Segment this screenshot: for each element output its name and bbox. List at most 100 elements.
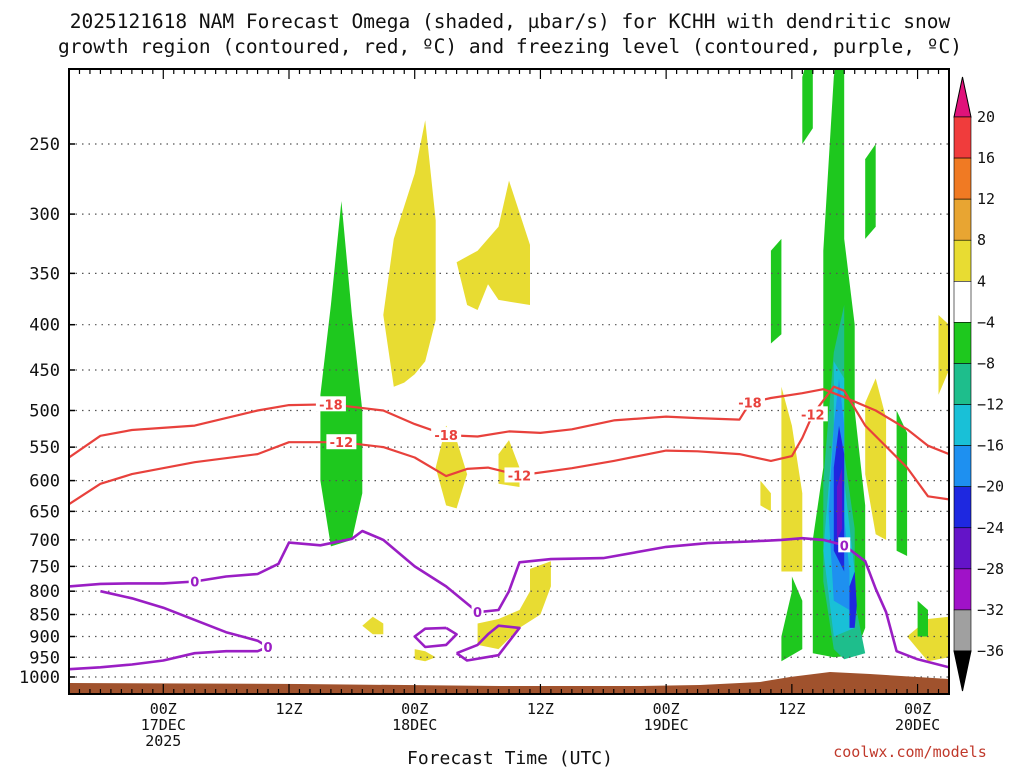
x-tick-label-3-0: 12Z [527,700,554,718]
x-tick-label-2-1: 18DEC [392,716,437,734]
x-tick-label-4-1: 19DEC [644,716,689,734]
x-tick-label-4-0: 00Z [653,700,680,718]
chart-title-line1: 2025121618 NAM Forecast Omega (shaded, µ… [70,10,951,33]
x-tick-label-0-1: 17DEC [141,716,186,734]
colorbar-bin-1 [953,157,972,200]
y-tick-label-300: 300 [29,205,60,225]
omega-region-11 [938,315,949,395]
colorbar-label-11: −28 [977,560,1004,578]
colorbar-label-6: −8 [977,354,995,372]
colorbar-label-5: −4 [977,313,995,331]
colorbar-label-10: −24 [977,519,1004,537]
y-axis-ticks: 2503003504004505005506006507007508008509… [19,135,75,688]
colorbar-bin-2 [953,198,972,241]
contour-dgz-top [69,388,949,459]
contour-label-freezing-level-1-0: 0 [190,575,199,590]
contour-label-bg [471,604,484,620]
y-tick-label-950: 950 [29,648,60,668]
contour-label-bg [315,396,346,412]
y-tick-label-600: 600 [29,472,60,492]
contour-label-bg [262,639,275,655]
contour-label-dgz-top-1: -18 [434,429,458,444]
contour-label-freezing-level-1-1: 0 [473,606,482,621]
omega-region-25 [849,571,857,628]
temperature-contours [69,385,949,671]
contour-label-dgz-bottom-1: -12 [508,469,532,484]
omega-region-15 [865,144,876,239]
contour-label-freezing-level-1-2: 0 [840,539,849,554]
colorbar-bin-12 [953,609,972,652]
colorbar-bottom-extend [953,650,972,692]
colorbar-label-8: −16 [977,437,1004,455]
colorbar-label-12: −32 [977,601,1004,619]
x-tick-label-0-2: 2025 [145,732,181,750]
colorbar-label-3: 8 [977,231,986,249]
omega-shading [320,69,949,662]
y-tick-label-650: 650 [29,502,60,522]
colorbar-bin-10 [953,527,972,570]
y-tick-label-550: 550 [29,438,60,458]
contour-freezing-level-4 [455,624,521,662]
x-tick-label-6-0: 00Z [904,700,931,718]
omega-region-16 [770,238,782,344]
contour-label-bg [797,406,828,422]
y-tick-label-250: 250 [29,135,60,155]
colorbar-bin-7 [953,404,972,446]
omega-region-10 [907,616,949,662]
colorbar-bin-11 [953,568,972,611]
colorbar-bin-8 [953,445,972,487]
contour-labels: -18 -18 -18 -12 -12 -12 0 0 0 0 [188,394,851,656]
credit-text: coolwx.com/models [833,743,987,761]
y-tick-label-350: 350 [29,264,60,284]
contour-dgz-bottom [69,385,949,506]
y-tick-label-850: 850 [29,606,60,626]
colorbar-label-0: 20 [977,108,995,126]
omega-region-0 [320,201,363,547]
contour-label-dgz-bottom-2: -12 [801,408,825,423]
y-tick-label-1000: 1000 [19,668,60,688]
omega-region-3 [435,425,468,509]
omega-region-19 [917,600,928,637]
colorbar-label-2: 12 [977,190,995,208]
y-tick-label-750: 750 [29,557,60,577]
contour-label-bg [326,434,357,450]
omega-region-14 [802,69,813,144]
y-tick-label-800: 800 [29,582,60,602]
omega-region-7 [414,649,436,662]
colorbar-label-9: −20 [977,478,1004,496]
contour-freezing-level-3 [413,626,458,649]
omega-region-1 [383,120,436,387]
omega-region-8 [781,386,803,572]
colorbar-bin-0 [953,116,972,159]
y-tick-label-450: 450 [29,361,60,381]
y-tick-label-400: 400 [29,316,60,336]
y-tick-label-900: 900 [29,627,60,647]
x-axis-label: Forecast Time (UTC) [407,748,613,768]
contour-label-dgz-bottom-0: -12 [330,436,354,451]
colorbar-bin-9 [953,486,972,529]
colorbar-bin-4 [953,281,972,323]
omega-region-2 [456,180,530,310]
colorbar-label-7: −12 [977,396,1004,414]
contour-label-dgz-top-0: -18 [319,398,343,413]
contour-label-freezing-level-2-0: 0 [264,641,273,656]
omega-region-17 [781,576,803,662]
x-tick-label-2-0: 00Z [401,700,428,718]
colorbar-bin-3 [953,239,972,282]
x-tick-label-5-0: 12Z [778,700,805,718]
x-tick-label-0-0: 00Z [150,700,177,718]
contour-label-bg [734,394,765,410]
colorbar: 20 16 12 8 4 −4 −8 −12 −16 −20 −24 −28 −32 −36 [953,76,1004,692]
colorbar-label-1: 16 [977,149,995,167]
omega-region-12 [760,480,771,512]
chart-title-line2: growth region (contoured, red, ºC) and f… [58,35,962,58]
y-tick-label-700: 700 [29,531,60,551]
colorbar-label-13: −36 [977,642,1004,660]
x-tick-label-1-0: 12Z [275,700,302,718]
colorbar-label-4: 4 [977,272,986,290]
omega-region-18 [896,410,908,556]
y-tick-label-500: 500 [29,402,60,422]
contour-label-bg [504,467,535,483]
